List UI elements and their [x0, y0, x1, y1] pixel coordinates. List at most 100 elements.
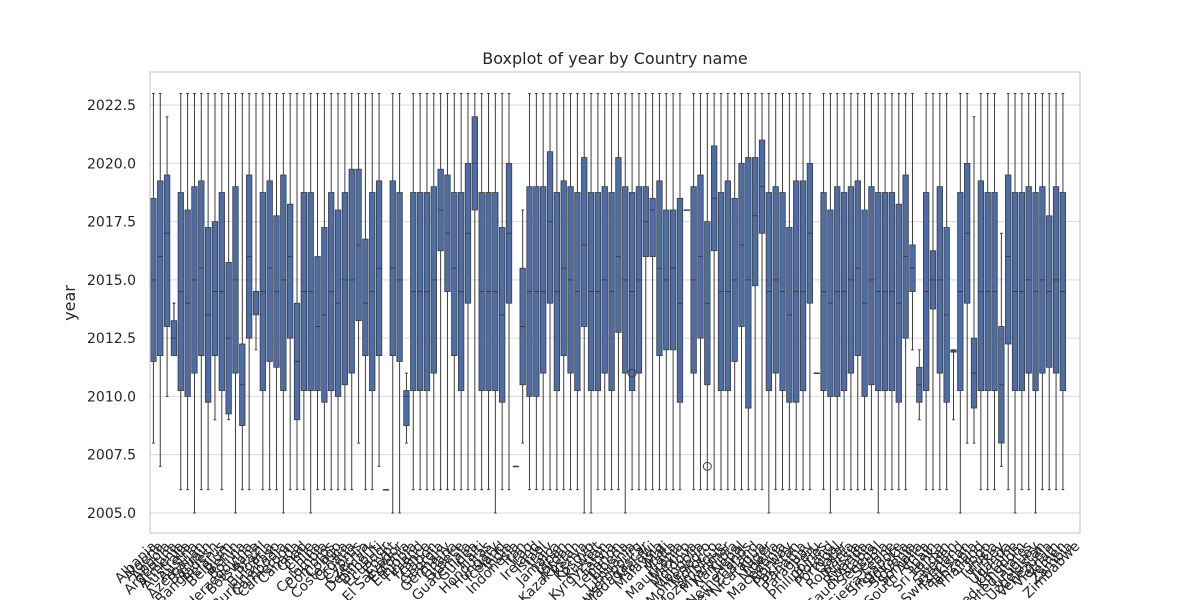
box-group [868, 92, 875, 491]
box-group [389, 92, 396, 514]
box-group [464, 92, 472, 491]
box [799, 180, 807, 391]
box-group [1011, 92, 1019, 514]
box-group [567, 92, 574, 491]
box-group [779, 92, 786, 491]
y-tick-label: 2012.5 [87, 331, 136, 347]
outlier [627, 368, 637, 378]
box-group [252, 92, 260, 351]
box-group [765, 92, 772, 514]
chart-title: Boxplot of year by Country name [482, 49, 748, 68]
y-tick-label: 2020.0 [87, 156, 136, 172]
outlier [702, 461, 712, 471]
plot-frame [149, 71, 1081, 534]
box [163, 174, 171, 327]
box [252, 291, 260, 316]
box-group [533, 92, 540, 491]
box [649, 197, 656, 257]
box-group [478, 92, 485, 491]
box-group [307, 92, 314, 514]
box-group [204, 92, 212, 491]
box-group [594, 92, 602, 491]
box-group [403, 372, 410, 444]
box-group [1052, 92, 1060, 491]
box-group [758, 92, 766, 491]
y-tick-label: 2017.5 [87, 215, 136, 231]
box-group [881, 92, 889, 491]
box-group [218, 92, 225, 491]
box [676, 197, 684, 403]
box-group [362, 92, 369, 491]
box-group [847, 92, 855, 491]
box-group [923, 92, 930, 491]
box-group [902, 92, 909, 491]
box-group [854, 92, 861, 491]
box-group [410, 92, 417, 491]
box-group [909, 92, 916, 351]
box-group [916, 349, 923, 421]
box-group [341, 92, 349, 491]
box-group [1025, 92, 1032, 491]
box-group [280, 92, 287, 514]
box-group [970, 116, 978, 444]
box-group [683, 209, 690, 211]
box-group [239, 92, 246, 491]
box-group [300, 92, 307, 491]
box [211, 221, 219, 357]
box-group [964, 92, 971, 444]
box-group [416, 92, 424, 491]
box-group [396, 92, 403, 514]
box-group [861, 92, 868, 491]
box-group [471, 92, 478, 491]
box-group [423, 92, 431, 491]
box-group [184, 92, 191, 491]
box-group [587, 92, 595, 514]
box-group [943, 92, 950, 491]
y-tick-label: 2007.5 [87, 448, 136, 464]
box-group [929, 92, 937, 491]
box-group [246, 92, 253, 491]
box [540, 186, 547, 374]
box-group [485, 92, 492, 491]
box-group [690, 92, 697, 491]
box-group [287, 92, 294, 491]
box-group [163, 116, 171, 397]
box-group [437, 92, 444, 491]
box-group [540, 92, 547, 491]
box [287, 203, 294, 339]
box-group [793, 92, 800, 491]
box-group [499, 92, 506, 491]
box-group [382, 489, 390, 491]
box-group [273, 92, 280, 491]
box-group [977, 92, 984, 491]
box-group [745, 92, 752, 491]
box [745, 157, 752, 409]
box-group [150, 92, 157, 444]
box-group [348, 92, 355, 491]
box-group [711, 92, 718, 491]
box-group [840, 92, 848, 491]
box [546, 151, 554, 304]
box-group [601, 92, 608, 491]
box-group [799, 92, 807, 491]
box-group [957, 92, 964, 514]
box-group [724, 92, 731, 491]
box-group [191, 92, 198, 514]
box-group [656, 92, 663, 491]
box-group [676, 92, 684, 491]
box-group [1046, 92, 1053, 491]
box [348, 168, 355, 374]
box-group [608, 92, 615, 491]
y-tick-label: 2010.0 [87, 389, 136, 405]
box [280, 174, 287, 391]
box [341, 192, 349, 386]
box [615, 157, 622, 333]
box-group [1059, 92, 1067, 491]
box-group [1018, 92, 1026, 491]
box-group [663, 92, 670, 491]
box [314, 256, 321, 391]
box-group [526, 92, 533, 491]
box [362, 238, 369, 357]
box-group [1039, 92, 1046, 491]
box-group [198, 92, 205, 491]
